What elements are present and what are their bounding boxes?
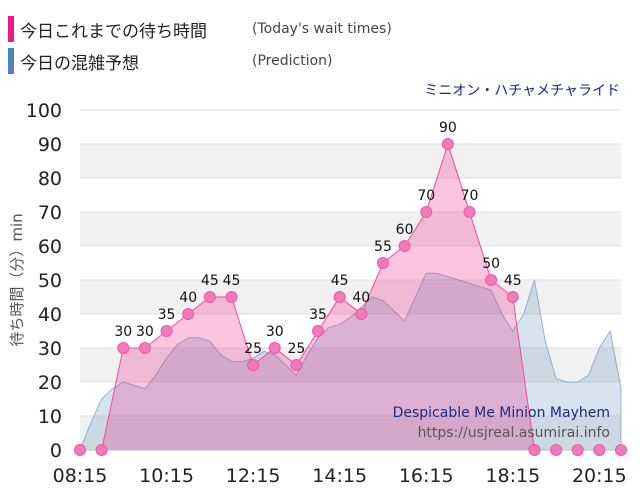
legend-prediction-swatch bbox=[8, 48, 14, 74]
actual-point bbox=[95, 444, 108, 456]
legend-actual: 今日これまでの待ち時間 (Today's wait times) bbox=[8, 16, 392, 42]
y-tick-label: 0 bbox=[50, 440, 62, 462]
actual-point-label: 45 bbox=[331, 273, 349, 289]
y-tick-label: 40 bbox=[38, 304, 62, 326]
actual-point-label: 25 bbox=[244, 341, 262, 357]
actual-point bbox=[528, 444, 541, 456]
x-tick-label: 20:15 bbox=[572, 465, 627, 487]
actual-point-label: 70 bbox=[417, 188, 435, 204]
grid-band bbox=[80, 382, 621, 416]
actual-point-label: 60 bbox=[396, 222, 414, 238]
actual-point bbox=[268, 342, 281, 354]
actual-point bbox=[203, 291, 216, 303]
actual-point bbox=[117, 342, 130, 354]
legend-actual-en: (Today's wait times) bbox=[252, 21, 392, 37]
y-tick-label: 60 bbox=[38, 236, 62, 258]
actual-point bbox=[225, 291, 238, 303]
actual-point bbox=[247, 359, 260, 371]
actual-point-label: 35 bbox=[309, 307, 327, 323]
actual-point-label: 30 bbox=[136, 324, 154, 340]
actual-point-label: 45 bbox=[504, 273, 522, 289]
actual-point-label: 40 bbox=[352, 290, 370, 306]
y-tick-label: 10 bbox=[38, 406, 62, 428]
x-tick-label: 14:15 bbox=[312, 465, 367, 487]
actual-point bbox=[74, 444, 86, 456]
grid-band bbox=[80, 110, 621, 144]
actual-point bbox=[312, 325, 325, 337]
actual-point bbox=[485, 274, 498, 286]
actual-point bbox=[441, 138, 454, 150]
actual-point-label: 40 bbox=[179, 290, 197, 306]
grid-band bbox=[80, 178, 621, 212]
y-tick-label: 90 bbox=[38, 134, 62, 156]
actual-point bbox=[355, 308, 368, 320]
y-axis-label: 待ち時間（分）min bbox=[8, 213, 26, 346]
actual-point bbox=[571, 444, 584, 456]
attraction-name: ミニオン・ハチャメチャライド bbox=[424, 83, 620, 99]
x-tick-label: 12:15 bbox=[226, 465, 281, 487]
y-tick-label: 20 bbox=[38, 372, 62, 394]
actual-point-label: 30 bbox=[114, 324, 132, 340]
watermark-title: Despicable Me Minion Mayhem bbox=[393, 405, 610, 421]
actual-point bbox=[506, 291, 519, 303]
actual-point bbox=[550, 444, 563, 456]
actual-point-label: 70 bbox=[461, 188, 479, 204]
x-tick-label: 18:15 bbox=[485, 465, 540, 487]
actual-point bbox=[376, 257, 389, 269]
y-tick-label: 70 bbox=[38, 202, 62, 224]
y-tick-label: 80 bbox=[38, 168, 62, 190]
actual-point-label: 55 bbox=[374, 239, 392, 255]
actual-point bbox=[160, 325, 173, 337]
grid-band bbox=[80, 246, 621, 280]
y-tick-label: 50 bbox=[38, 270, 62, 292]
actual-point-label: 50 bbox=[482, 256, 500, 272]
actual-point-label: 25 bbox=[287, 341, 305, 357]
legend-prediction-en: (Prediction) bbox=[252, 53, 333, 69]
actual-point bbox=[398, 240, 411, 252]
actual-point bbox=[333, 291, 346, 303]
x-tick-label: 08:15 bbox=[53, 465, 108, 487]
actual-point bbox=[615, 444, 627, 456]
legend-prediction-jp: 今日の混雑予想 bbox=[20, 53, 139, 74]
actual-point bbox=[593, 444, 606, 456]
actual-point-label: 45 bbox=[223, 273, 241, 289]
actual-point-label: 30 bbox=[266, 324, 284, 340]
actual-point-label: 45 bbox=[201, 273, 219, 289]
actual-point bbox=[463, 206, 476, 218]
grid-band bbox=[80, 144, 621, 178]
grid-band bbox=[80, 280, 621, 314]
actual-point bbox=[182, 308, 195, 320]
legend-prediction: 今日の混雑予想 (Prediction) bbox=[8, 48, 332, 74]
prediction-area bbox=[79, 272, 622, 451]
actual-point bbox=[420, 206, 433, 218]
y-tick-label: 30 bbox=[38, 338, 62, 360]
x-tick-label: 16:15 bbox=[399, 465, 454, 487]
actual-point-label: 35 bbox=[158, 307, 176, 323]
legend-actual-jp: 今日これまでの待ち時間 bbox=[20, 21, 207, 42]
actual-point-label: 90 bbox=[439, 120, 457, 136]
y-tick-label: 100 bbox=[26, 100, 62, 122]
actual-point bbox=[138, 342, 151, 354]
grid-band bbox=[80, 212, 621, 246]
legend-actual-swatch bbox=[8, 16, 14, 42]
watermark-url: https://usjreal.asumirai.info bbox=[418, 425, 610, 441]
x-tick-label: 10:15 bbox=[139, 465, 194, 487]
actual-point bbox=[290, 359, 303, 371]
